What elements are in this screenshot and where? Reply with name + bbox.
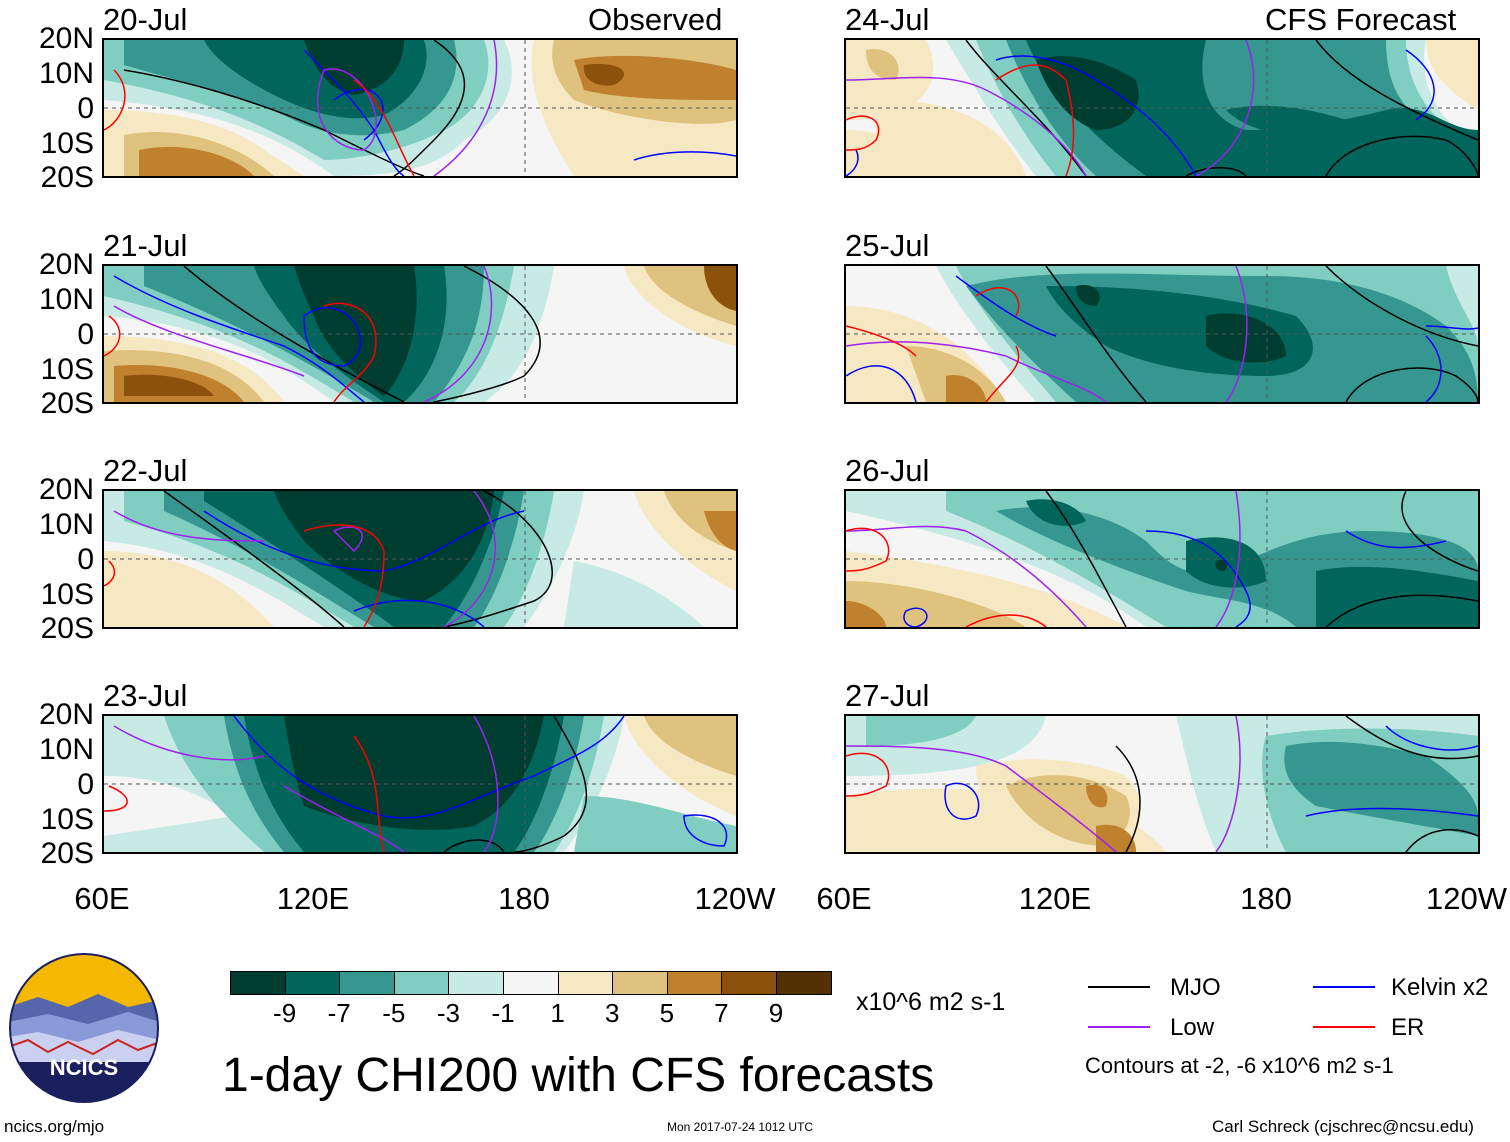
forecast-label: CFS Forecast bbox=[1265, 2, 1457, 37]
panel-date-25-jul: 25-Jul bbox=[845, 228, 930, 263]
lat-tick: 0 bbox=[77, 318, 94, 351]
colorbar-swatch bbox=[393, 971, 450, 995]
observed-label: Observed bbox=[588, 2, 723, 37]
lon-tick: 60E bbox=[816, 881, 872, 916]
map-panel-24-jul bbox=[844, 38, 1480, 178]
lon-tick: 120E bbox=[1018, 881, 1092, 916]
lat-tick: 20N bbox=[38, 698, 94, 731]
colorbar-unit: x10^6 m2 s-1 bbox=[856, 988, 1006, 1016]
lat-tick: 10N bbox=[38, 733, 94, 766]
legend-line-kelvin bbox=[1313, 986, 1375, 988]
colorbar-tick-label: 5 bbox=[659, 998, 675, 1028]
colorbar-swatch bbox=[503, 971, 559, 995]
legend-line-mjo bbox=[1088, 986, 1150, 988]
panel-date-20-jul: 20-Jul bbox=[103, 2, 188, 37]
colorbar-tick-label: 1 bbox=[550, 998, 565, 1028]
contour-note: Contours at -2, -6 x10^6 m2 s-1 bbox=[1085, 1053, 1394, 1078]
author-credit: Carl Schreck (cjschrec@ncsu.edu) bbox=[1212, 1117, 1474, 1136]
colorbar-swatch bbox=[666, 971, 723, 995]
panel-date-24-jul: 24-Jul bbox=[845, 2, 930, 37]
lon-tick: 60E bbox=[74, 881, 130, 916]
colorbar-tick-label: 9 bbox=[768, 998, 784, 1028]
colorbar-swatch bbox=[339, 971, 395, 995]
colorbar-tick-label: -7 bbox=[327, 998, 351, 1028]
panel-date-23-jul: 23-Jul bbox=[103, 678, 188, 713]
panel-date-22-jul: 22-Jul bbox=[103, 453, 188, 488]
legend-label-er: ER bbox=[1391, 1014, 1425, 1041]
logo-text: NCICS bbox=[49, 1055, 119, 1080]
colorbar-swatch bbox=[721, 971, 777, 995]
lat-tick: 10S bbox=[40, 578, 94, 611]
map-panel-20-jul bbox=[102, 38, 738, 178]
lon-tick: 180 bbox=[498, 881, 550, 916]
lat-tick: 20N bbox=[38, 248, 94, 281]
legend-label-mjo: MJO bbox=[1170, 974, 1221, 1001]
colorbar-tick-label: -3 bbox=[436, 998, 460, 1028]
map-panel-25-jul bbox=[844, 264, 1480, 404]
colorbar-tick-label: 3 bbox=[604, 998, 620, 1028]
lon-tick: 120W bbox=[694, 881, 776, 916]
legend-line-low bbox=[1088, 1026, 1150, 1028]
lat-tick: 20S bbox=[40, 387, 94, 420]
chart-title: 1-day CHI200 with CFS forecasts bbox=[222, 1049, 935, 1102]
ncics-logo: NCICS bbox=[8, 952, 160, 1104]
lat-tick: 10N bbox=[38, 508, 94, 541]
lat-tick: 0 bbox=[77, 543, 94, 576]
map-panel-21-jul bbox=[102, 264, 738, 404]
map-panel-23-jul bbox=[102, 714, 738, 854]
lat-tick: 10S bbox=[40, 127, 94, 160]
lat-tick: 20S bbox=[40, 161, 94, 194]
lat-tick: 10S bbox=[40, 353, 94, 386]
panel-date-26-jul: 26-Jul bbox=[845, 453, 930, 488]
timestamp: Mon 2017-07-24 1012 UTC bbox=[667, 1120, 814, 1134]
lon-tick: 120W bbox=[1426, 881, 1507, 916]
colorbar-swatch bbox=[230, 971, 286, 995]
lat-tick: 0 bbox=[77, 768, 94, 801]
lat-tick: 10N bbox=[38, 283, 94, 316]
lat-tick: 20S bbox=[40, 612, 94, 645]
colorbar-swatch bbox=[776, 971, 832, 995]
source-url: ncics.org/mjo bbox=[4, 1117, 105, 1136]
colorbar-swatch bbox=[448, 971, 504, 995]
lat-tick: 20S bbox=[40, 837, 94, 870]
lon-tick: 120E bbox=[276, 881, 350, 916]
colorbar-tick-label: 7 bbox=[714, 998, 729, 1028]
lon-tick: 180 bbox=[1240, 881, 1292, 916]
colorbar-tick-label: -9 bbox=[273, 998, 297, 1028]
map-panel-27-jul bbox=[844, 714, 1480, 854]
colorbar-swatch bbox=[284, 971, 341, 995]
lat-tick: 0 bbox=[77, 92, 94, 125]
legend-label-low: Low bbox=[1170, 1014, 1215, 1041]
colorbar-swatch bbox=[612, 971, 668, 995]
map-panel-22-jul bbox=[102, 489, 738, 629]
lat-tick: 20N bbox=[38, 22, 94, 55]
lat-tick: 10S bbox=[40, 803, 94, 836]
legend-line-er bbox=[1313, 1026, 1375, 1028]
map-panel-26-jul bbox=[844, 489, 1480, 629]
legend-label-kelvin: Kelvin x2 bbox=[1391, 974, 1489, 1001]
colorbar-tick-label: -5 bbox=[382, 998, 406, 1028]
panel-date-27-jul: 27-Jul bbox=[845, 678, 930, 713]
lat-tick: 20N bbox=[38, 473, 94, 506]
colorbar-swatch bbox=[557, 971, 614, 995]
colorbar-tick-label: -1 bbox=[491, 998, 515, 1028]
lat-tick: 10N bbox=[38, 57, 94, 90]
panel-date-21-jul: 21-Jul bbox=[103, 228, 188, 263]
